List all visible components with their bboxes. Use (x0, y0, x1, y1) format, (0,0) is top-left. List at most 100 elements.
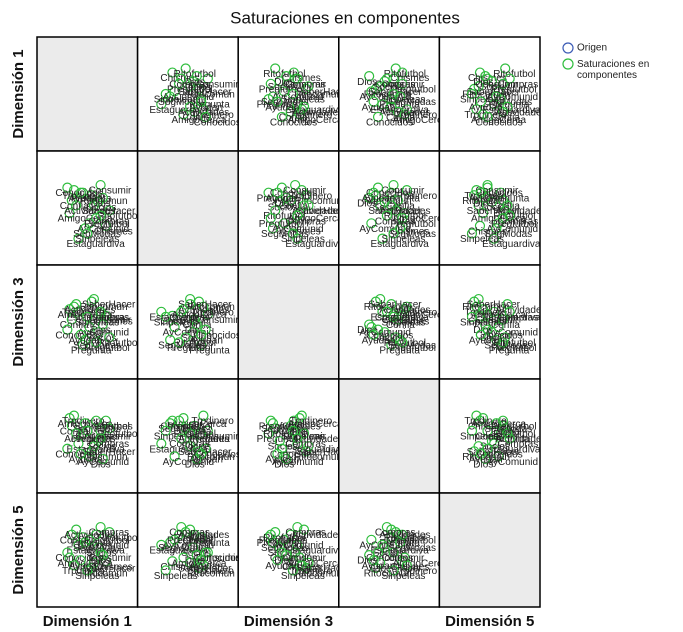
loading-point (73, 233, 84, 244)
loading-point (267, 223, 279, 234)
loading-point (173, 78, 185, 89)
loading-point (386, 187, 397, 198)
point-label: Socios (181, 82, 211, 93)
point-label: Consumir (196, 79, 239, 90)
loading-point (401, 301, 412, 312)
point-label: Actividades (64, 434, 115, 445)
point-label: Conocidos (366, 330, 413, 341)
loading-point (397, 78, 408, 89)
point-label: SegModas (484, 229, 532, 240)
point-label: Sinpeleas (460, 234, 504, 245)
point-label: SegModas (73, 543, 121, 554)
point-label: Ritofutbol (263, 533, 305, 544)
panel-points: ChismesPreguntaEstaguardivaRitocomunConf… (357, 521, 439, 582)
loading-point (185, 101, 196, 112)
point-label: SaberHacer (178, 87, 232, 98)
point-label: Sinpeleas (75, 432, 119, 443)
point-label: Sinpeleas (382, 318, 426, 329)
legend-line: componentes (577, 70, 637, 81)
loading-point (82, 311, 93, 322)
panel (237, 150, 340, 266)
point-label: Ayudan (469, 102, 503, 113)
point-label: Pregfutbol (259, 421, 305, 432)
loading-point (386, 101, 397, 112)
point-label: Actividades (495, 107, 546, 118)
point-label: Ritofutbol (384, 69, 426, 80)
loading-point (294, 552, 305, 563)
point-label: Actividades (495, 434, 546, 445)
loading-point (95, 521, 106, 533)
point-label: Conocidos (194, 449, 241, 460)
point-label: AyComunid (78, 224, 130, 235)
point-label: Sinpeleas (382, 95, 426, 106)
point-label: Estaguardiva (482, 444, 541, 455)
loading-point (180, 63, 191, 74)
point-label: Confia (60, 201, 89, 212)
point-label: SegModas (261, 229, 309, 240)
point-label: Actividades (178, 530, 229, 541)
point-label: Confia (183, 426, 212, 437)
point-label: Ritocomun (187, 302, 235, 313)
loading-point (392, 195, 404, 206)
panel-points: ChismesPreguntaEstaguardivaRitocomunConf… (357, 293, 439, 357)
loading-point (395, 223, 406, 234)
loading-point (381, 521, 392, 533)
point-label: Socios (86, 442, 116, 453)
loading-point (196, 93, 207, 105)
point-label: Sinpeleas (281, 571, 325, 582)
point-label: SaberHacer (82, 206, 136, 217)
point-label: AyComunid (272, 457, 324, 468)
point-label: Ayudan (265, 102, 299, 113)
point-label: Confia (183, 112, 212, 123)
point-label: Ritofutbol (174, 69, 216, 80)
panel (136, 150, 239, 266)
loading-point (263, 428, 274, 439)
point-label: Chismes (160, 562, 199, 573)
loading-point (79, 537, 91, 548)
point-label: Estaguardiva (285, 239, 344, 250)
point-label: Trpdinero (464, 191, 507, 202)
point-label: Trpdinero (191, 307, 234, 318)
point-label: SaberHacer (178, 300, 232, 311)
loading-point (167, 556, 178, 567)
point-label: Socios (480, 442, 510, 453)
point-label: SegModas (73, 424, 121, 435)
point-label: AyComunid (78, 328, 130, 339)
point-label: Conocidos (475, 118, 522, 129)
point-label: Pregunta (257, 100, 298, 111)
point-label: Conocidos (270, 553, 317, 564)
loading-point (386, 299, 397, 310)
panel (338, 264, 441, 380)
loading-point (366, 86, 377, 97)
loading-point (265, 415, 276, 426)
loading-point (292, 521, 303, 533)
y-axis-label: Dimensión 5 (10, 505, 27, 594)
point-label: Consumir (283, 79, 326, 90)
point-label: AyComunid (487, 224, 539, 235)
loading-point (477, 208, 489, 219)
loading-point (66, 314, 77, 325)
panel-points: ChismesPreguntaEstaguardivaRitocomunConf… (460, 179, 540, 250)
loading-point (156, 438, 167, 449)
loading-point (191, 319, 202, 330)
point-label: AmigoCerca (58, 558, 113, 569)
loading-point (281, 453, 292, 465)
loading-point (169, 322, 180, 333)
point-label: Pregunta (189, 434, 230, 445)
loading-point (497, 337, 509, 348)
point-label: AyComunid (163, 540, 215, 551)
point-label: Consumir (382, 553, 425, 564)
loading-point (77, 339, 88, 351)
legend-label: Origen (577, 43, 607, 54)
panel (438, 378, 541, 494)
point-label: Trpdinero (290, 191, 333, 202)
point-label: Compras (375, 216, 416, 227)
point-label: Confia (279, 535, 308, 546)
point-label: Sinpeleas (281, 432, 325, 443)
point-label: Trpdinero (464, 307, 507, 318)
point-label: Pregunta (257, 434, 298, 445)
point-label: Compras (89, 528, 130, 539)
point-label: Conocidos (366, 188, 413, 199)
point-label: Pregfutbol (84, 343, 130, 354)
point-label: Actividades (379, 305, 430, 316)
